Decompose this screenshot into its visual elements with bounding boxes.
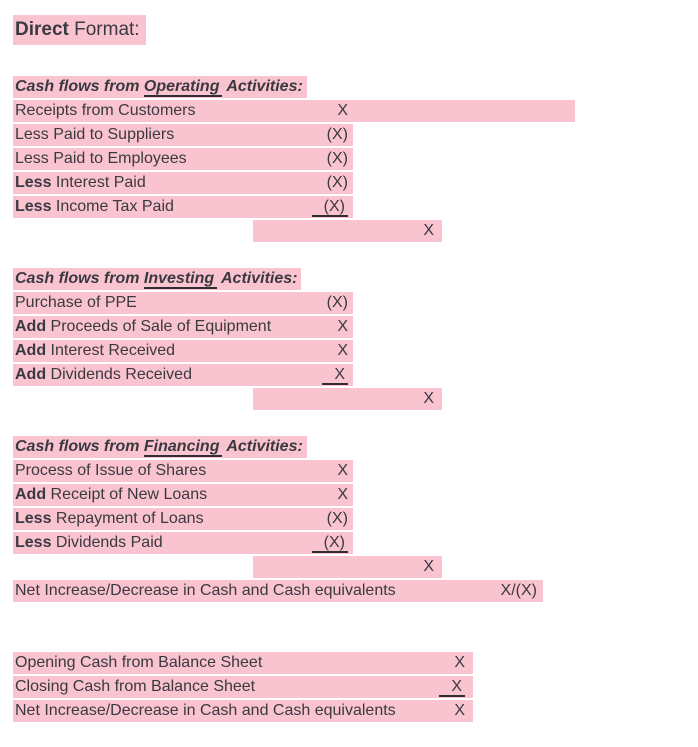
statement-row: Less Income Tax Paid (X) xyxy=(13,196,353,218)
row-label-text: Dividends Received xyxy=(46,366,192,383)
document-page: Direct Format: Cash flows from Operating… xyxy=(13,15,698,722)
statement-row: Process of Issue of Shares X xyxy=(13,460,353,482)
row-label: Net Increase/Decrease in Cash and Cash e… xyxy=(15,582,396,599)
section-heading-line: Cash flows from Financing Activities: xyxy=(13,436,698,458)
row-value: (X) xyxy=(13,196,348,218)
heading-post: Activities: xyxy=(222,438,303,455)
row-label-text: Income Tax Paid xyxy=(51,198,174,215)
row-value: (X) xyxy=(326,174,348,191)
row-label: Less Paid to Suppliers xyxy=(15,126,175,143)
net-change-row: Net Increase/Decrease in Cash and Cash e… xyxy=(13,580,543,602)
page-title-rest: Format: xyxy=(68,19,140,40)
heading-pre: Cash flows from xyxy=(15,270,144,287)
statement-row: Add Dividends Received X xyxy=(13,364,353,386)
net-change-check-row: Net Increase/Decrease in Cash and Cash e… xyxy=(13,700,473,722)
row-label-bold: Less xyxy=(15,510,52,527)
statement-row: Less Paid to Employees (X) xyxy=(13,148,353,170)
section-heading-line: Cash flows from Investing Activities: xyxy=(13,268,698,290)
row-label-text: Dividends Paid xyxy=(51,534,163,551)
heading-post: Activities: xyxy=(217,270,298,287)
heading-pre: Cash flows from xyxy=(15,438,144,455)
statement-row: Add Proceeds of Sale of Equipment X xyxy=(13,316,353,338)
section-heading-financing: Cash flows from Financing Activities: xyxy=(13,436,307,458)
row-label: Net Increase/Decrease in Cash and Cash e… xyxy=(15,702,396,719)
heading-underlined-word: Investing xyxy=(143,270,218,289)
row-label: Opening Cash from Balance Sheet xyxy=(15,654,263,671)
row-value: X xyxy=(13,364,348,386)
row-label: Add Proceeds of Sale of Equipment xyxy=(13,316,353,338)
subtotal-row: X xyxy=(253,220,442,242)
row-label-bold: Less xyxy=(15,534,52,551)
row-label: Process of Issue of Shares xyxy=(15,462,207,479)
row-value: (X) xyxy=(13,532,348,554)
row-label-bold: Add xyxy=(15,342,47,359)
statement-row: Less Paid to Suppliers (X) xyxy=(13,124,353,146)
row-label: Less Repayment of Loans xyxy=(13,508,353,530)
row-value: (X) xyxy=(326,150,348,167)
row-value: X xyxy=(337,462,348,479)
row-label-text: Interest Received xyxy=(46,342,176,359)
row-label-text: Interest Paid xyxy=(51,174,146,191)
row-value: X/(X) xyxy=(500,582,537,599)
row-label: Less Dividends Paid xyxy=(13,532,353,554)
row-label: Closing Cash from Balance Sheet xyxy=(15,678,256,695)
row-label: Purchase of PPE xyxy=(15,294,137,311)
row-label: Add Interest Received xyxy=(13,340,353,362)
row-label-bold: Add xyxy=(15,366,47,383)
underlined-value: (X) xyxy=(311,198,348,217)
row-label-bold: Add xyxy=(15,318,47,335)
subtotal-row: X xyxy=(253,388,442,410)
row-value: X xyxy=(337,102,348,119)
row-value: X xyxy=(337,486,348,503)
statement-row: Purchase of PPE (X) xyxy=(13,292,353,314)
heading-underlined-word: Operating xyxy=(143,78,223,97)
statement-row: Less Interest Paid (X) xyxy=(13,172,353,194)
statement-row: Add Receipt of New Loans X xyxy=(13,484,353,506)
row-value: X xyxy=(337,342,348,359)
subtotal-value: X xyxy=(423,390,434,407)
subtotal-value: X xyxy=(423,558,434,575)
subtotal-row: X xyxy=(253,556,442,578)
heading-post: Activities: xyxy=(222,78,303,95)
row-label-bold: Add xyxy=(15,486,47,503)
row-label: Add Receipt of New Loans xyxy=(13,484,353,506)
row-label: Less Paid to Employees xyxy=(15,150,187,167)
row-label: Less Income Tax Paid xyxy=(13,196,353,218)
row-value: X xyxy=(337,318,348,335)
underlined-value: X xyxy=(322,366,348,385)
row-label-text: Proceeds of Sale of Equipment xyxy=(46,318,272,335)
section-heading-investing: Cash flows from Investing Activities: xyxy=(13,268,302,290)
row-value: X xyxy=(454,654,465,671)
section-heading-line: Cash flows from Operating Activities: xyxy=(13,76,698,98)
subtotal-value: X xyxy=(423,222,434,239)
page-title-bold: Direct xyxy=(15,19,69,40)
row-label: Less Interest Paid xyxy=(13,172,353,194)
row-value: (X) xyxy=(326,294,348,311)
row-value: X xyxy=(454,702,465,719)
row-label: Add Dividends Received xyxy=(13,364,353,386)
row-label-bold: Less xyxy=(15,174,52,191)
statement-row: Less Repayment of Loans (X) xyxy=(13,508,353,530)
row-label-text: Receipt of New Loans xyxy=(46,486,208,503)
row-label-text: Repayment of Loans xyxy=(51,510,204,527)
heading-underlined-word: Financing xyxy=(143,438,223,457)
row-value: (X) xyxy=(326,126,348,143)
heading-pre: Cash flows from xyxy=(15,78,144,95)
section-heading-operating: Cash flows from Operating Activities: xyxy=(13,76,307,98)
row-value: (X) xyxy=(326,510,348,527)
underlined-value: X xyxy=(439,678,465,697)
page-title: Direct Format: xyxy=(13,15,146,45)
closing-cash-row: Closing Cash from Balance Sheet X xyxy=(13,676,473,698)
row-label: Receipts from Customers xyxy=(15,102,196,119)
statement-row: Less Dividends Paid (X) xyxy=(13,532,353,554)
statement-row: Add Interest Received X xyxy=(13,340,353,362)
row-value: X xyxy=(13,676,465,698)
opening-cash-row: Opening Cash from Balance Sheet X xyxy=(13,652,473,674)
row-label-bold: Less xyxy=(15,198,52,215)
statement-row: Receipts from Customers X xyxy=(13,100,575,122)
underlined-value: (X) xyxy=(311,534,348,553)
